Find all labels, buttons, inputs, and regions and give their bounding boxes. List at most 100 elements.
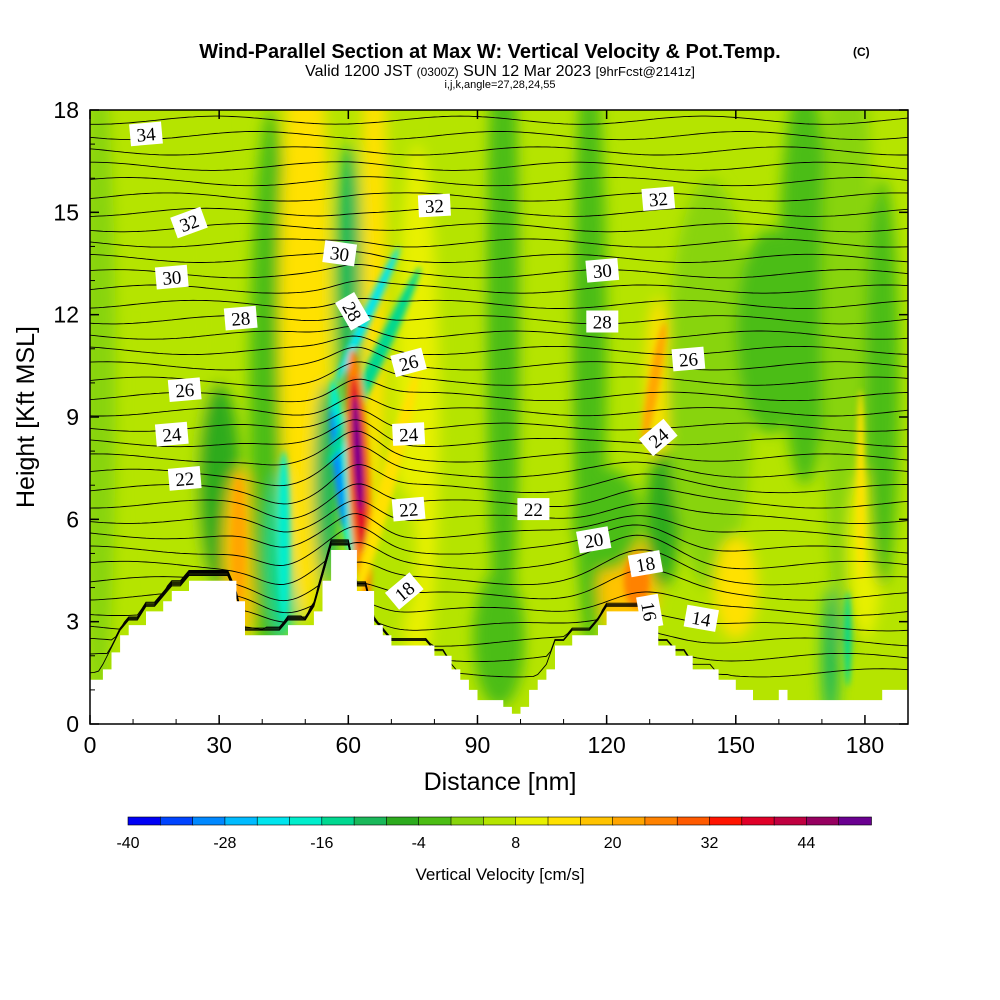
x-axis-label: Distance [nm] <box>424 768 577 796</box>
contour-label: 22 <box>391 496 426 522</box>
velocity-cell <box>120 110 164 298</box>
theta-contour <box>90 238 908 248</box>
chart-title: Wind-Parallel Section at Max W: Vertical… <box>199 41 780 63</box>
contour-label-box <box>170 206 208 239</box>
contour-label: 28 <box>223 305 258 331</box>
terrain <box>90 550 908 724</box>
contour-label: 30 <box>322 240 358 267</box>
contour-label-text: 20 <box>583 529 605 553</box>
colorbar-swatch <box>289 816 323 826</box>
theta-contour <box>90 540 908 623</box>
colorbar-swatch <box>321 816 355 826</box>
contour-label-box <box>585 257 620 283</box>
theta-contour <box>90 223 908 233</box>
velocity-cell <box>90 110 116 724</box>
theta-contour <box>90 146 908 156</box>
velocity-cell <box>443 110 478 588</box>
contour-label-box <box>335 291 371 331</box>
y-tick-label: 9 <box>66 404 79 430</box>
contour-label: 24 <box>392 422 426 447</box>
colorbar-ticks: -40 -28 -16 -4 8 20 32 44 <box>116 835 815 852</box>
chart-subtitle: Valid 1200 JST (0300Z) SUN 12 Mar 2023 [… <box>305 63 695 80</box>
grid-indices: i,j,k,angle=27,28,24,55 <box>444 79 555 91</box>
velocity-core <box>641 322 667 444</box>
contour-label-text: 26 <box>678 349 699 372</box>
colorbar-tick-label: -16 <box>310 835 333 852</box>
contour-label-text: 22 <box>174 469 195 492</box>
contour-label: 30 <box>154 264 189 290</box>
velocity-cell <box>865 178 900 588</box>
colorbar-tick-label: 32 <box>701 835 719 852</box>
contour-label-box <box>638 418 678 457</box>
y-tick-label: 3 <box>66 609 79 635</box>
theta-contour <box>90 483 908 520</box>
contour-label: 20 <box>576 526 612 554</box>
velocity-core <box>231 475 246 612</box>
theta-contour <box>90 361 908 387</box>
contour-label-text: 30 <box>162 267 183 290</box>
contour-label-text: 14 <box>690 608 713 632</box>
contour-label-box <box>154 264 189 290</box>
theta-contour <box>90 280 908 294</box>
velocity-core <box>329 407 346 530</box>
theta-contour <box>90 335 908 356</box>
contour-label-text: 30 <box>592 261 613 284</box>
contour-label-text: 26 <box>397 351 421 376</box>
theta-contour <box>90 395 908 417</box>
valid-utc: (0300Z) <box>417 65 459 79</box>
theta-contour <box>90 534 908 585</box>
velocity-core <box>277 451 290 622</box>
colorbar-swatch <box>160 816 194 826</box>
colorbar-swatch <box>612 816 646 826</box>
y-tick-label: 15 <box>53 199 79 225</box>
contour-label-box <box>167 377 202 403</box>
contour-label: 28 <box>586 310 619 334</box>
contour-label: 32 <box>641 186 676 212</box>
theta-contour <box>90 445 908 487</box>
contour-label-box <box>154 421 189 447</box>
y-tick-label: 18 <box>53 97 79 123</box>
colorbar-swatch <box>741 816 775 826</box>
contour-label-box <box>391 496 426 522</box>
colorbar-label: Vertical Velocity [cm/s] <box>415 865 584 884</box>
y-axis: 0 3 6 9 12 15 18 <box>53 97 908 737</box>
contour-label-box <box>322 240 358 267</box>
contour-label: 26 <box>390 347 427 378</box>
copyright-mark: (C) <box>853 45 870 59</box>
colorbar-tick-label: -28 <box>213 835 236 852</box>
colorbar-swatch <box>450 816 485 826</box>
contour-label-text: 30 <box>329 243 351 266</box>
colorbar-tick-label: 20 <box>604 835 622 852</box>
colorbar-swatch <box>547 816 582 826</box>
theta-contour <box>90 161 908 171</box>
theta-contour <box>90 346 908 371</box>
contour-label: 16 <box>636 593 664 630</box>
contour-label-text: 28 <box>593 313 612 334</box>
velocity-core <box>352 396 363 513</box>
velocity-core <box>335 246 400 383</box>
contour-label: 14 <box>683 604 719 632</box>
contour-label: 32 <box>417 193 451 218</box>
contour-label: 18 <box>627 550 664 578</box>
contour-label-text: 24 <box>162 424 183 447</box>
theta-contour <box>90 115 908 125</box>
x-tick-label: 30 <box>206 732 232 758</box>
contour-label-text: 32 <box>424 196 444 218</box>
contour-label-box <box>390 347 427 378</box>
x-tick-label: 60 <box>336 732 362 758</box>
valid-date: SUN 12 Mar 2023 <box>463 63 591 80</box>
theta-contour <box>90 298 908 309</box>
colorbar-tick-label: -4 <box>412 835 426 852</box>
colorbar-tick-label: -40 <box>116 835 139 852</box>
velocity-cell <box>473 570 525 707</box>
colorbar-swatch <box>386 816 420 826</box>
contour-label-box <box>636 593 664 630</box>
theta-contour <box>90 464 908 505</box>
contour-label: 24 <box>154 421 189 447</box>
theta-contour <box>90 176 908 187</box>
colorbar-tick-label: 44 <box>798 835 816 852</box>
colorbar-swatch <box>482 816 517 826</box>
contour-label-box <box>641 186 676 212</box>
contour-label-box <box>392 422 426 446</box>
